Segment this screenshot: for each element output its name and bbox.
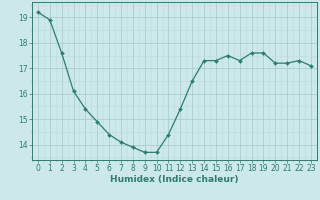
X-axis label: Humidex (Indice chaleur): Humidex (Indice chaleur) (110, 175, 239, 184)
